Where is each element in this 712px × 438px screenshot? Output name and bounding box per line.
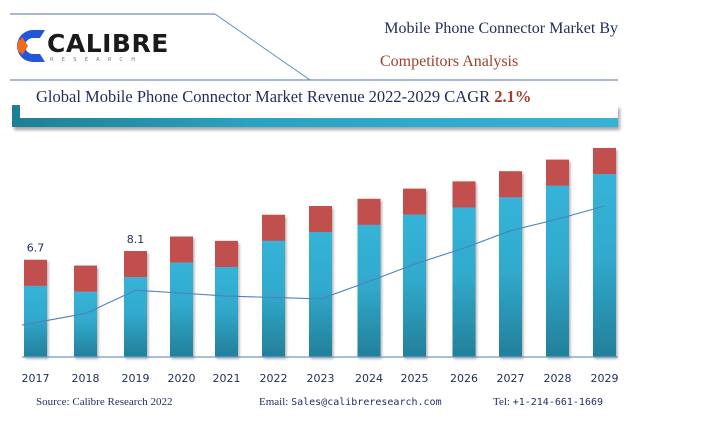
trend-line — [21, 205, 605, 326]
bar-lower-2023 — [309, 232, 332, 357]
source-note: Source: Calibre Research 2022 — [36, 396, 173, 408]
bar-lower-2028 — [546, 185, 569, 357]
data-labels-layer: 6.7 8.1 — [27, 233, 145, 255]
bar-lower-2017 — [24, 285, 47, 357]
bar-lower-2018 — [74, 291, 97, 357]
report-title-line2: Competitors Analysis — [380, 53, 519, 70]
bars-layer — [24, 147, 616, 357]
email-label: Email: — [259, 396, 292, 408]
bar-group-2021 — [215, 240, 238, 357]
bar-upper-2024 — [357, 198, 381, 225]
bar-group-2025 — [403, 188, 426, 357]
contact-phone: Tel: +1-214-661-1669 — [493, 396, 603, 408]
chart-title-text: Global Mobile Phone Connector Market Rev… — [36, 87, 495, 106]
x-tick-label: 2023 — [307, 372, 335, 385]
chart-title: Global Mobile Phone Connector Market Rev… — [36, 87, 531, 107]
x-tick-label: 2022 — [260, 372, 288, 385]
x-tick-label: 2021 — [213, 372, 241, 385]
bar-upper-2020 — [170, 236, 193, 263]
x-tick-label: 2019 — [122, 372, 150, 385]
bar-lower-2020 — [170, 262, 193, 357]
report-title-line1: Mobile Phone Connector Market By — [384, 20, 618, 37]
bar-upper-2017 — [24, 259, 47, 286]
data-label-2019: 8.1 — [127, 233, 145, 246]
x-tick-label: 2025 — [401, 372, 429, 385]
tel-number[interactable]: +1-214-661-1669 — [512, 397, 604, 408]
bar-upper-2028 — [546, 159, 569, 186]
bar-upper-2026 — [452, 181, 476, 208]
cagr-value: 2.1% — [494, 87, 532, 106]
bar-group-2029 — [593, 147, 616, 357]
bar-group-2018 — [74, 265, 97, 357]
calibre-logo-icon — [17, 30, 45, 62]
x-tick-label: 2029 — [591, 372, 619, 385]
bar-group-2026 — [452, 181, 476, 357]
data-label-2017: 6.7 — [27, 242, 45, 255]
bar-lower-2019 — [124, 277, 147, 357]
bar-upper-2027 — [499, 171, 522, 198]
bar-lower-2024 — [357, 224, 381, 357]
email-address[interactable]: Sales@calibreresearch.com — [291, 397, 442, 408]
bar-group-2019 — [124, 251, 147, 357]
bar-group-2024 — [357, 198, 381, 357]
x-tick-label: 2018 — [72, 372, 100, 385]
bar-upper-2023 — [309, 206, 332, 233]
trend-line-layer — [21, 205, 605, 326]
bar-group-2028 — [546, 159, 569, 357]
bar-lower-2025 — [403, 214, 426, 357]
tel-label: Tel: — [493, 396, 513, 408]
x-tick-label: 2024 — [355, 372, 383, 385]
x-tick-label: 2026 — [450, 372, 478, 385]
bar-group-2027 — [499, 171, 522, 357]
bar-upper-2025 — [403, 188, 426, 215]
bar-upper-2029 — [593, 147, 616, 175]
bar-upper-2022 — [262, 214, 285, 241]
bar-lower-2021 — [215, 267, 238, 357]
bar-upper-2018 — [74, 265, 97, 292]
revenue-chart: 6.78.1 2017 2018 2019 2020 2021 2022 2023 2024 2… — [21, 147, 619, 385]
x-tick-label: 2017 — [22, 372, 50, 385]
x-tick-label: 2020 — [168, 372, 196, 385]
header-lines — [10, 13, 618, 81]
bar-lower-2027 — [499, 197, 522, 357]
bar-group-2022 — [262, 214, 285, 357]
header-diagonal-line — [214, 13, 311, 81]
bar-upper-2019 — [124, 251, 147, 278]
title-banner-inner — [20, 105, 618, 118]
bar-upper-2021 — [215, 240, 238, 267]
logo-subtitle: RESEARCH — [50, 57, 144, 63]
bar-lower-2029 — [593, 174, 616, 357]
bar-group-2020 — [170, 236, 193, 357]
bar-group-2023 — [309, 206, 332, 357]
x-tick-label: 2027 — [497, 372, 525, 385]
bar-lower-2022 — [262, 240, 285, 357]
contact-email: Email: Sales@calibreresearch.com — [259, 396, 442, 408]
logo-name: CALIBRE — [47, 29, 169, 58]
x-axis: 2017 2018 2019 2020 2021 2022 2023 2024 2025 2026… — [22, 356, 619, 385]
x-tick-label: 2028 — [544, 372, 572, 385]
bar-lower-2026 — [452, 207, 476, 357]
bar-group-2017 — [24, 259, 47, 357]
